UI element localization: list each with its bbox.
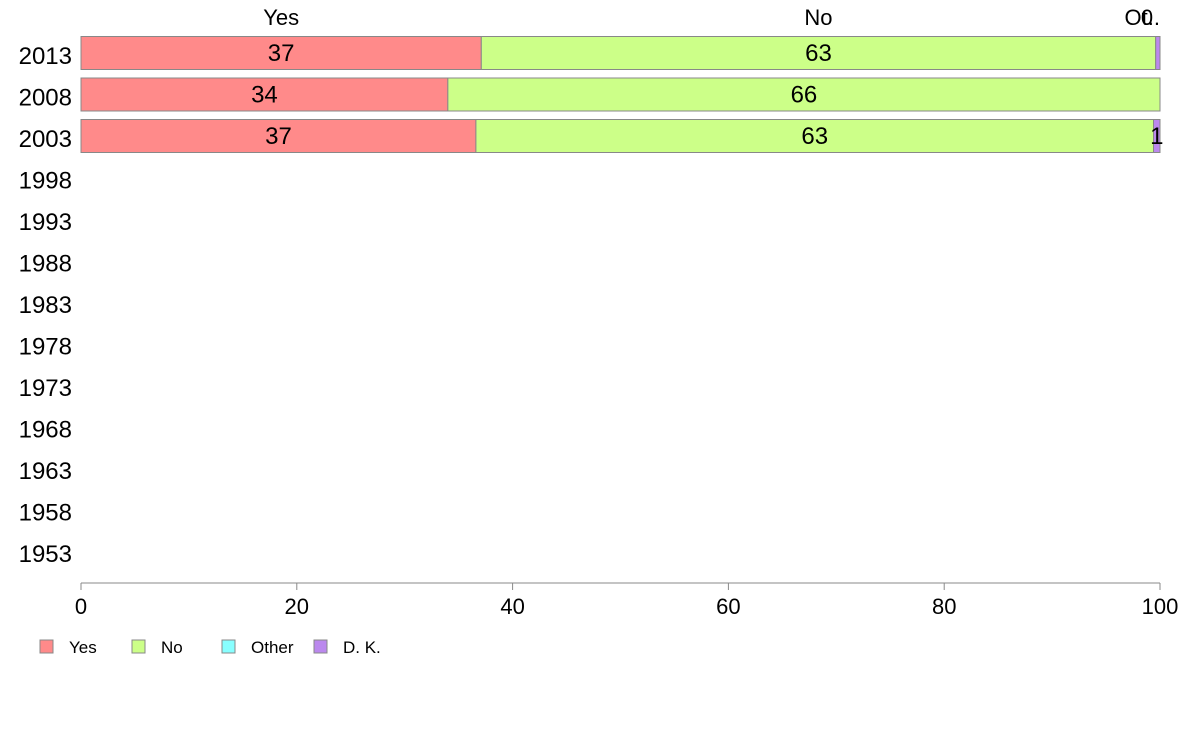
- segment-top-label: Ot..: [1125, 5, 1160, 30]
- x-tick-label: 20: [285, 594, 309, 619]
- y-tick-label: 1988: [19, 251, 72, 278]
- bar-value-label: 34: [251, 82, 278, 109]
- legend-label: Other: [251, 638, 294, 657]
- y-tick-label: 2013: [19, 43, 72, 70]
- bar-segment: [447, 77, 1161, 112]
- bar-value-label: 63: [805, 40, 832, 67]
- bar-segment: [480, 36, 1157, 70]
- bar-value-label: 1: [1150, 123, 1163, 150]
- bar-value-label: 66: [791, 82, 818, 109]
- y-tick-label: 1978: [19, 334, 72, 361]
- legend-label: No: [161, 638, 183, 657]
- y-tick-label: 1968: [19, 417, 72, 444]
- x-tick-label: 100: [1142, 594, 1179, 619]
- bar-value-label: 63: [801, 123, 828, 150]
- bar-segment: [80, 36, 482, 70]
- segment-top-label: No: [804, 5, 832, 30]
- legend-label: Yes: [69, 638, 97, 657]
- legend: Yes No Other D. K.: [39, 638, 381, 657]
- y-tick-label: 1998: [19, 168, 72, 195]
- legend-swatch: [39, 639, 54, 654]
- y-tick-label: 2003: [19, 126, 72, 153]
- bars-layer: [80, 36, 1161, 153]
- y-tick-label: 1973: [19, 375, 72, 402]
- bar-segment: [1153, 119, 1161, 153]
- y-tick-label: 1983: [19, 292, 72, 319]
- bar-segment: [80, 119, 477, 153]
- bar-segment: [475, 119, 1155, 153]
- x-axis: 0 20 40 60 80 100: [75, 582, 1179, 619]
- bar-segment: [1155, 36, 1161, 70]
- bar-value-label: 37: [265, 123, 292, 150]
- legend-label: D. K.: [343, 638, 381, 657]
- legend-swatch: [131, 639, 146, 654]
- legend-swatch: [313, 639, 328, 654]
- y-tick-label: 1963: [19, 458, 72, 485]
- bar-value-label: 37: [268, 40, 295, 67]
- y-axis-labels: 2013 2008 2003 1998 1993 1988 1983 1978 1973 1968…: [19, 43, 72, 568]
- y-tick-label: 1953: [19, 541, 72, 568]
- y-tick-label: 1993: [19, 209, 72, 236]
- top-labels-layer: Yes No 0Ot..: [263, 5, 1160, 30]
- x-tick-label: 60: [716, 594, 740, 619]
- legend-swatch: [221, 639, 236, 654]
- bar-labels-layer: 37 63 34 66 37 63 1: [251, 40, 1163, 150]
- segment-top-label: 0: [1141, 5, 1153, 30]
- segment-top-label: Yes: [263, 5, 299, 30]
- y-tick-label: 1958: [19, 500, 72, 527]
- y-tick-label: 2008: [19, 85, 72, 112]
- x-tick-label: 0: [75, 594, 87, 619]
- x-tick-label: 80: [932, 594, 956, 619]
- bar-segment: [80, 77, 449, 112]
- x-tick-label: 40: [500, 594, 524, 619]
